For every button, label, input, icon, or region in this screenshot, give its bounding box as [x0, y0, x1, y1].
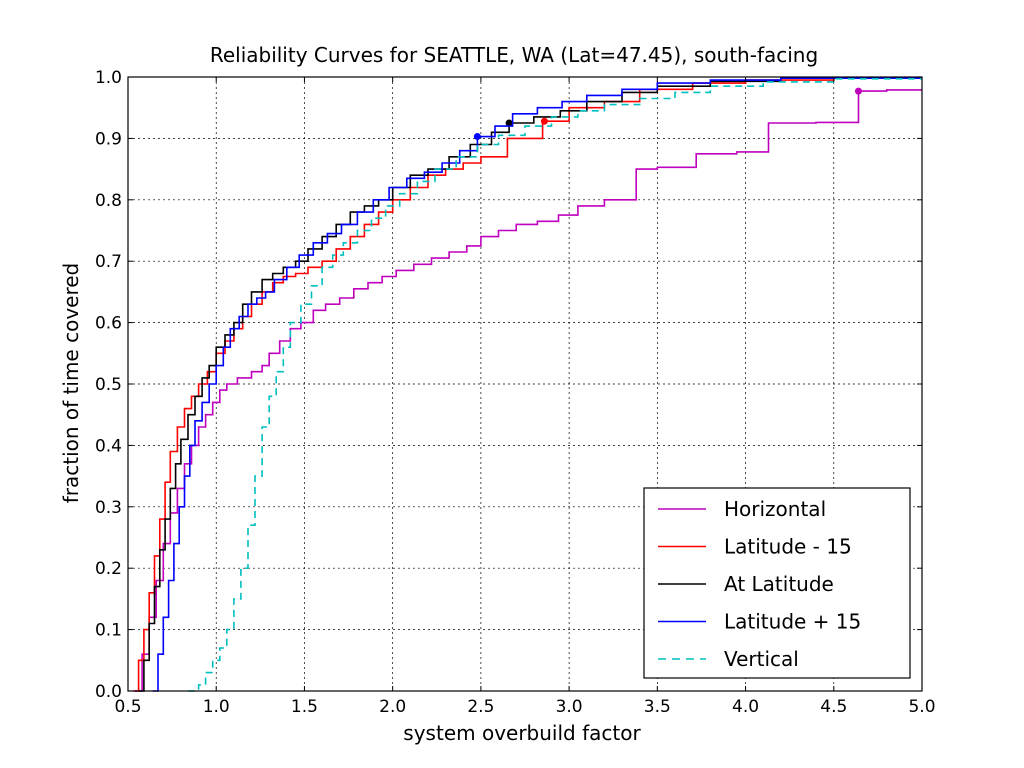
x-tick-label: 4.0 — [732, 697, 759, 717]
x-tick-label: 2.5 — [467, 697, 494, 717]
x-tick-label: 2.0 — [379, 697, 406, 717]
x-tick-label: 1.0 — [203, 697, 230, 717]
series-marker-0 — [854, 87, 862, 95]
legend-box — [643, 487, 911, 679]
y-tick-label: 0.1 — [95, 621, 122, 641]
x-tick-label: 5.0 — [908, 697, 935, 717]
axis-ticks: 0.5 1.0 1.5 2.0 2.5 3.0 3.5 4.0 4.5 5.0 0.0 0.1 0.2 0… — [95, 68, 936, 717]
y-tick-label: 0.4 — [95, 436, 122, 456]
y-tick-label: 1.0 — [95, 68, 122, 88]
x-tick-label: 1.5 — [291, 697, 318, 717]
legend-label-4: Vertical — [724, 647, 799, 671]
y-tick-label: 0.0 — [95, 682, 122, 702]
series-marker-2 — [505, 119, 513, 127]
chart-title: Reliability Curves for SEATTLE, WA (Lat=… — [210, 43, 818, 67]
x-axis-label: system overbuild factor — [403, 721, 641, 745]
legend-label-3: Latitude + 15 — [724, 610, 861, 634]
y-tick-label: 0.7 — [95, 252, 122, 272]
legend: Horizontal Latitude - 15 At Latitude Latitu… — [643, 487, 911, 679]
y-tick-label: 0.3 — [95, 498, 122, 518]
legend-label-1: Latitude - 15 — [724, 535, 852, 559]
y-tick-label: 0.5 — [95, 375, 122, 395]
x-tick-label: 0.5 — [114, 697, 141, 717]
series-lines — [133, 77, 922, 692]
series-line-3 — [152, 77, 922, 692]
legend-label-0: Horizontal — [724, 497, 826, 521]
series-line-2 — [138, 77, 922, 692]
y-tick-label: 0.2 — [95, 559, 122, 579]
x-tick-label: 4.5 — [820, 697, 847, 717]
y-tick-label: 0.8 — [95, 191, 122, 211]
x-tick-label: 3.0 — [556, 697, 583, 717]
series-line-0 — [135, 89, 922, 692]
y-axis-label: fraction of time covered — [59, 263, 83, 504]
series-line-4 — [188, 77, 922, 692]
legend-label-2: At Latitude — [724, 572, 834, 596]
y-tick-label: 0.6 — [95, 314, 122, 334]
series-marker-1 — [540, 117, 548, 125]
series-marker-3 — [473, 133, 481, 141]
y-tick-label: 0.9 — [95, 129, 122, 149]
x-tick-label: 3.5 — [644, 697, 671, 717]
